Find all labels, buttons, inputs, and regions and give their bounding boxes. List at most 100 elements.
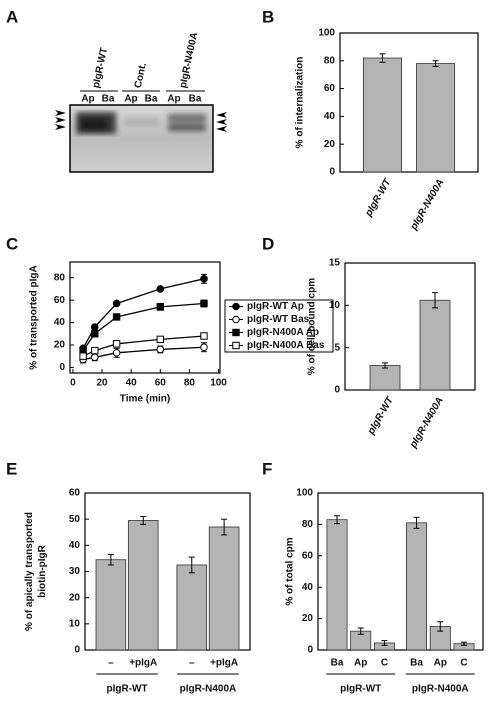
error-bar bbox=[221, 518, 228, 536]
bar bbox=[127, 520, 159, 651]
x-tick-label: 100 bbox=[210, 378, 227, 389]
marker bbox=[232, 328, 240, 337]
x-tick-label: +pIgA bbox=[129, 658, 157, 669]
gel-bands bbox=[76, 112, 206, 134]
error-bar bbox=[381, 640, 388, 646]
arrowheads bbox=[55, 110, 227, 132]
panel-letter: C bbox=[6, 234, 18, 253]
panel-letter: E bbox=[6, 459, 17, 478]
y-tick-label: 100 bbox=[296, 488, 313, 499]
marker bbox=[232, 315, 240, 324]
bar bbox=[416, 63, 456, 173]
marker bbox=[112, 349, 121, 357]
y-tick-label: 20 bbox=[302, 613, 314, 624]
marker bbox=[232, 341, 240, 350]
chart-panel: B 0 20 40 60 80 100 % of internalization pIgR-WT… bbox=[262, 7, 479, 233]
x-tick-label: pIgR-N400A bbox=[408, 177, 446, 232]
y-tick-label: 100 bbox=[318, 28, 335, 39]
y-axis-label: biotin-pIgR bbox=[37, 544, 48, 598]
group-label: pIgR-N400A bbox=[412, 684, 469, 695]
y-tick-label: 60 bbox=[324, 83, 336, 94]
bar bbox=[406, 522, 428, 651]
y-axis-label: % of total cpm bbox=[285, 537, 296, 605]
marker bbox=[200, 332, 208, 340]
chart-panel: F 0 20 40 60 80 100 % of total cpm Ba Ap C Ba Ap CpIg… bbox=[262, 459, 484, 695]
y-tick-label: 30 bbox=[69, 566, 81, 577]
panel-letter: B bbox=[262, 7, 274, 26]
x-tick-label: Ba bbox=[410, 658, 423, 669]
marker bbox=[79, 352, 87, 360]
x-axis-label: Time (min) bbox=[120, 394, 170, 405]
y-tick-label: 10 bbox=[329, 300, 341, 311]
marker bbox=[112, 313, 121, 321]
marker bbox=[156, 285, 165, 293]
marker bbox=[112, 299, 121, 308]
y-tick-label: 0 bbox=[59, 362, 65, 373]
panel-letter: F bbox=[262, 459, 272, 478]
x-tick-label: pIgR-WT bbox=[365, 395, 396, 438]
error-bar bbox=[107, 553, 114, 566]
marker bbox=[156, 345, 165, 354]
error-bar bbox=[432, 292, 438, 309]
bar bbox=[176, 564, 208, 651]
panel-letter: D bbox=[262, 234, 274, 253]
x-tick-label: 0 bbox=[70, 378, 76, 389]
error-bar bbox=[461, 641, 468, 646]
legend: pIgR-WT Ap pIgR-WT Bas pIgR-N400A Ap pIgR-N… bbox=[224, 299, 334, 353]
y-tick-label: 20 bbox=[69, 592, 81, 603]
y-tick-label: 10 bbox=[69, 618, 81, 629]
y-tick-label: 40 bbox=[54, 317, 66, 328]
error-bar bbox=[140, 516, 147, 525]
x-tick-label: 20 bbox=[96, 378, 108, 389]
legend-frame bbox=[224, 299, 334, 353]
y-axis-label: % of transported pIgA bbox=[29, 265, 40, 369]
gel-panel: A pIgR-WT Cont. pIgR-N400A Ap Ba Ap Ba A… bbox=[6, 7, 227, 173]
marker bbox=[200, 275, 208, 283]
x-tick-label: pIgR-N400A bbox=[408, 395, 446, 450]
x-tick-label: – bbox=[108, 658, 114, 669]
marker bbox=[91, 330, 99, 338]
error-bar bbox=[379, 53, 386, 63]
sublane-label: Ba bbox=[189, 94, 202, 105]
marker bbox=[156, 303, 164, 311]
bar bbox=[362, 57, 402, 173]
group-label: pIgR-WT bbox=[107, 684, 148, 695]
marker bbox=[156, 335, 164, 344]
error-bar bbox=[188, 556, 195, 574]
y-tick-label: 20 bbox=[324, 139, 336, 150]
marker bbox=[232, 302, 240, 311]
x-tick-label: Ba bbox=[331, 658, 344, 669]
y-tick-label: 60 bbox=[69, 488, 81, 499]
plot-frame bbox=[317, 492, 484, 651]
marker bbox=[112, 340, 121, 348]
marker bbox=[200, 343, 208, 352]
y-tick-label: 0 bbox=[74, 645, 80, 656]
y-tick-label: 80 bbox=[302, 519, 314, 530]
x-tick-label: C bbox=[460, 658, 467, 669]
y-tick-label: 5 bbox=[334, 342, 340, 353]
lane-label: pIgR-N400A bbox=[178, 31, 201, 89]
marker bbox=[200, 299, 208, 308]
y-tick-label: 0 bbox=[329, 167, 335, 178]
x-tick-label: 40 bbox=[126, 378, 138, 389]
x-tick-label: Ap bbox=[434, 658, 447, 669]
error-bar bbox=[413, 516, 420, 529]
error-bar bbox=[432, 60, 439, 67]
marker bbox=[91, 346, 99, 355]
error-bar bbox=[357, 627, 364, 635]
sublane-label: Ap bbox=[81, 94, 94, 105]
x-tick-label: Ap bbox=[354, 658, 367, 669]
sublane-label: Ba bbox=[102, 94, 115, 105]
y-tick-label: 60 bbox=[302, 550, 314, 561]
x-tick-label: 80 bbox=[184, 378, 196, 389]
y-tick-label: 0 bbox=[307, 645, 313, 656]
y-tick-label: 40 bbox=[69, 540, 81, 551]
bar bbox=[326, 519, 348, 651]
x-tick-label: pIgR-WT bbox=[363, 177, 394, 220]
bar bbox=[369, 365, 401, 391]
legend-label: pIgR-WT Ap bbox=[247, 301, 304, 312]
legend-label: pIgR-N400A Ap bbox=[247, 327, 319, 338]
y-axis-label: % of internalization bbox=[295, 57, 306, 149]
error-bar bbox=[437, 621, 444, 632]
